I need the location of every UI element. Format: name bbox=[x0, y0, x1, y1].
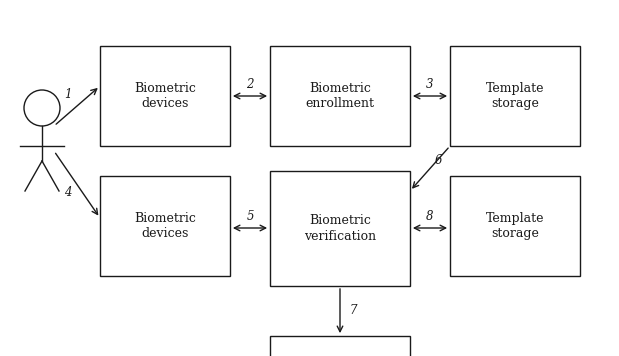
Bar bbox=[100, 176, 230, 276]
Text: Biometric
verification: Biometric verification bbox=[304, 215, 376, 242]
Text: Biometric
devices: Biometric devices bbox=[134, 82, 196, 110]
Bar bbox=[270, 171, 410, 286]
Text: 3: 3 bbox=[426, 78, 434, 90]
Text: Template
storage: Template storage bbox=[486, 82, 544, 110]
Text: 1: 1 bbox=[64, 88, 72, 100]
Text: 5: 5 bbox=[246, 209, 254, 222]
Bar bbox=[450, 176, 580, 276]
Text: Biometric
devices: Biometric devices bbox=[134, 212, 196, 240]
Text: 4: 4 bbox=[64, 187, 72, 199]
Text: 2: 2 bbox=[246, 78, 254, 90]
Bar bbox=[270, 46, 410, 146]
Text: Template
storage: Template storage bbox=[486, 212, 544, 240]
Bar bbox=[100, 46, 230, 146]
Bar bbox=[270, 336, 410, 356]
Text: Biometric
enrollment: Biometric enrollment bbox=[306, 82, 374, 110]
Text: 6: 6 bbox=[435, 155, 442, 168]
Text: 8: 8 bbox=[426, 209, 434, 222]
Text: 7: 7 bbox=[349, 304, 357, 318]
Bar bbox=[450, 46, 580, 146]
